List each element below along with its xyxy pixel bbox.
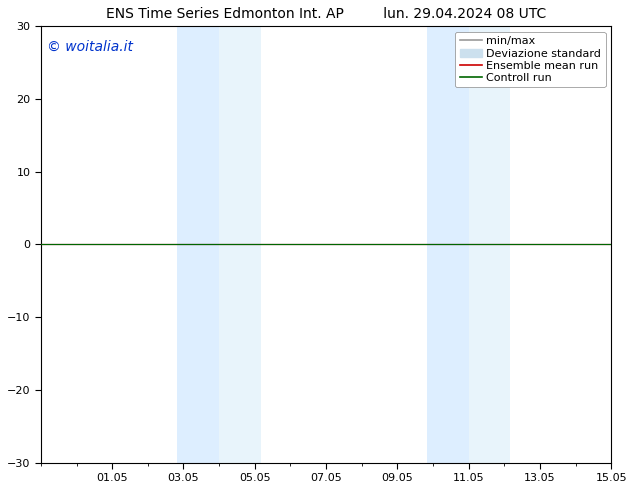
Legend: min/max, Deviazione standard, Ensemble mean run, Controll run: min/max, Deviazione standard, Ensemble m… (455, 32, 605, 87)
Text: © woitalia.it: © woitalia.it (46, 39, 133, 53)
Bar (219, 26, 261, 463)
Bar (469, 26, 510, 463)
Bar (178, 26, 219, 463)
Title: ENS Time Series Edmonton Int. AP         lun. 29.04.2024 08 UTC: ENS Time Series Edmonton Int. AP lun. 29… (106, 7, 546, 21)
Bar (427, 26, 469, 463)
